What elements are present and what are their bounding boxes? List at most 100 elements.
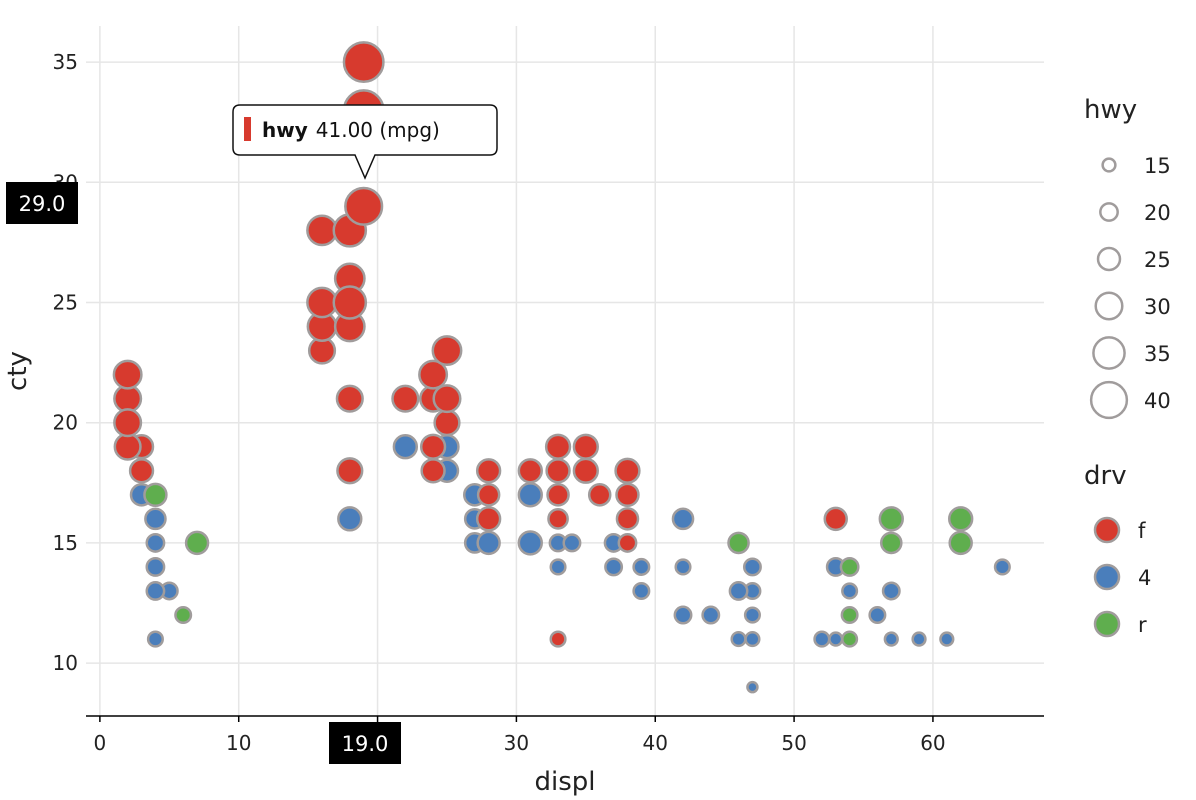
data-point: [742, 557, 762, 577]
data-point: [332, 285, 368, 320]
data-point: [344, 186, 384, 226]
data-point: [476, 530, 501, 556]
x-value-badge-bg: [329, 722, 401, 764]
color-legend: f 4 r: [1093, 516, 1151, 638]
size-legend-label: 25: [1144, 248, 1171, 272]
data-point: [144, 507, 167, 531]
data-point: [828, 631, 844, 647]
size-legend-key: [1092, 336, 1126, 370]
color-legend-label: f: [1138, 519, 1146, 543]
data-point: [839, 557, 860, 577]
data-point: [432, 384, 462, 414]
data-point: [562, 533, 582, 553]
y-tick-label: 35: [53, 50, 78, 74]
data-point: [632, 557, 651, 576]
data-point: [730, 630, 747, 648]
data-point: [549, 558, 567, 576]
data-point: [342, 41, 385, 84]
data-point: [727, 531, 750, 555]
color-legend-key: [1093, 516, 1121, 544]
data-point: [433, 409, 461, 437]
data-point: [336, 457, 364, 485]
data-point: [431, 335, 463, 367]
data-point: [746, 680, 759, 694]
data-point: [337, 506, 363, 532]
data-point: [587, 483, 612, 507]
data-point: [145, 581, 166, 601]
data-point: [143, 482, 168, 508]
x-tick-label: 10: [226, 731, 251, 755]
data-point: [113, 432, 142, 461]
data-point: [419, 433, 447, 460]
data-point: [392, 434, 419, 460]
data-point: [948, 506, 974, 532]
data-point: [883, 631, 899, 647]
y-tick-label: 10: [53, 651, 78, 675]
data-point: [174, 606, 193, 625]
color-legend-title: drv: [1084, 461, 1127, 491]
x-axis-title: displ: [534, 767, 595, 797]
data-point: [674, 558, 692, 576]
color-legend-key: [1093, 563, 1121, 591]
data-point: [878, 506, 904, 532]
y-axis-title: cty: [3, 351, 33, 391]
data-point: [671, 507, 695, 531]
points-layer: [112, 41, 1011, 694]
y-tick-label: 25: [53, 290, 78, 314]
data-point: [823, 506, 848, 532]
size-legend-key: [1096, 246, 1122, 272]
data-point: [841, 582, 859, 600]
data-point: [615, 507, 640, 531]
data-point: [517, 530, 543, 556]
data-point: [420, 458, 446, 484]
x-tick-label: 50: [781, 731, 806, 755]
grid: [86, 26, 1044, 716]
x-ticks: 0102030405060: [94, 716, 946, 755]
x-tick-label: 60: [920, 731, 945, 755]
data-point: [145, 532, 166, 553]
size-legend-label: 30: [1144, 295, 1171, 319]
color-legend-key: [1093, 610, 1121, 638]
size-legend-key: [1094, 291, 1124, 321]
data-point: [517, 482, 543, 508]
data-point: [939, 631, 955, 647]
y-ticks: 101520253035: [53, 50, 78, 675]
data-point: [335, 384, 364, 413]
size-legend-label: 35: [1144, 342, 1171, 366]
data-point: [475, 458, 502, 484]
data-point: [128, 458, 155, 484]
data-point: [572, 457, 599, 484]
tooltip-series: hwy: [262, 118, 308, 142]
y-value-badge: 29.0: [6, 182, 78, 224]
data-point: [744, 630, 761, 648]
data-point: [813, 630, 831, 648]
y-value-badge-bg: [6, 182, 78, 224]
y-tick-label: 20: [53, 411, 78, 435]
x-tick-label: 40: [643, 731, 668, 755]
size-legend-label: 40: [1144, 389, 1171, 413]
data-point: [948, 530, 973, 556]
tooltip-value: 41.00 (mpg): [316, 118, 440, 142]
data-point: [673, 605, 693, 625]
data-point: [549, 630, 567, 648]
data-point: [604, 557, 624, 577]
data-point: [743, 606, 761, 624]
size-legend-key: [1089, 380, 1129, 420]
data-point: [546, 483, 570, 507]
data-point: [868, 606, 887, 625]
data-point: [617, 532, 638, 553]
data-point: [418, 359, 449, 390]
size-legend-key: [1101, 157, 1117, 173]
color-legend-label: r: [1138, 613, 1147, 637]
data-point: [701, 605, 721, 625]
data-point: [184, 530, 210, 556]
data-point: [728, 581, 749, 601]
data-point: [547, 508, 569, 530]
data-point: [475, 506, 502, 532]
data-point: [545, 458, 571, 484]
x-tick-label: 0: [94, 731, 107, 755]
data-point: [145, 557, 166, 577]
data-point: [993, 558, 1011, 576]
data-point: [113, 408, 143, 438]
